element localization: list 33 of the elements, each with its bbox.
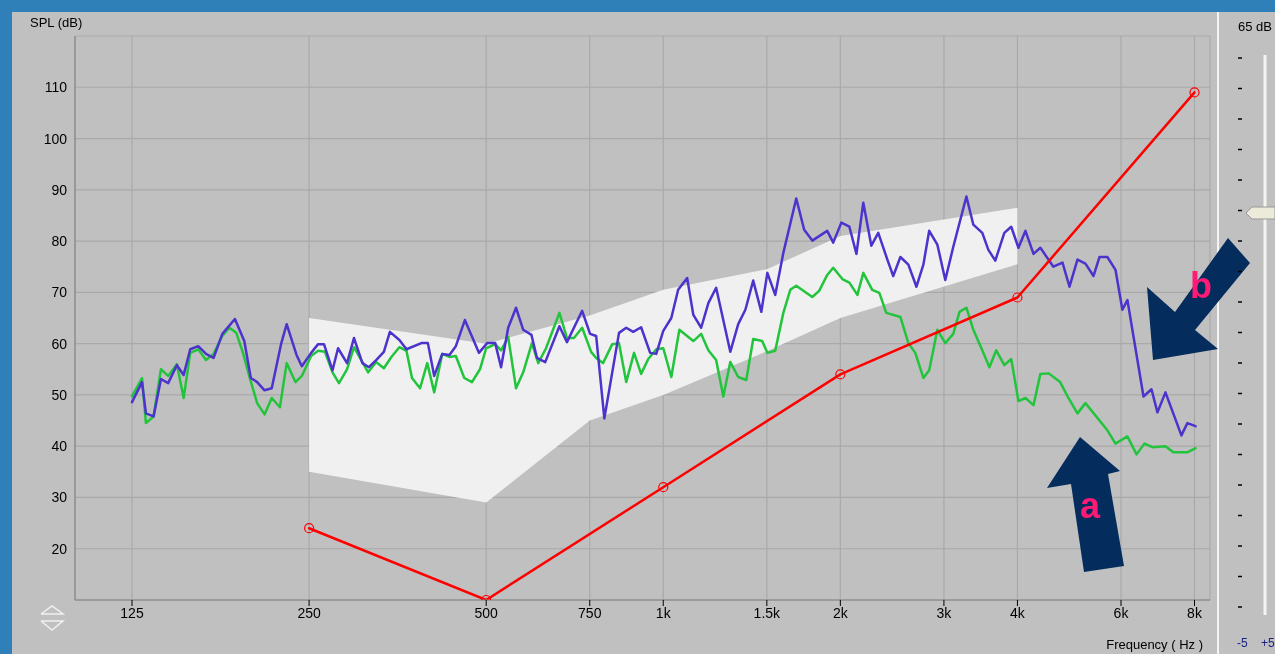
x-tick-label: 1.5k (753, 604, 782, 621)
y-tick-label: 30 (51, 489, 68, 506)
point (1189, 87, 1200, 98)
x-tick-label: 6k (1113, 604, 1130, 621)
y-tick-label: 20 (51, 540, 68, 557)
y-tick-label: 40 (51, 438, 68, 455)
point (658, 482, 669, 493)
x-tick-label: 250 (297, 604, 321, 621)
y-tick-label: 70 (51, 284, 68, 301)
x-tick-label: 500 (474, 604, 499, 621)
x-tick-label: 8k (1187, 604, 1203, 621)
y-tick-label: 90 (51, 181, 68, 198)
x-axis-title: Frequency ( Hz ) (1106, 637, 1203, 652)
x-tick-label: 3k (936, 604, 953, 621)
annotation: a (1080, 485, 1101, 526)
x-tick-label: 750 (578, 604, 602, 621)
x-tick-label: 2k (832, 604, 849, 621)
text: -5 (1237, 636, 1248, 650)
text: +5 (1261, 636, 1275, 650)
y-tick-label: 110 (44, 79, 68, 96)
y-tick-label: 60 (51, 335, 68, 352)
x-tick-label: 4k (1010, 604, 1026, 621)
point (835, 369, 846, 380)
text: 65 dB (1238, 19, 1272, 34)
x-tick-label: 125 (120, 604, 144, 621)
y-tick-label: 100 (43, 130, 68, 147)
y-tick-label: 80 (51, 233, 68, 250)
annotation: b (1190, 265, 1212, 306)
x-tick-label: 1k (655, 604, 672, 621)
point (303, 523, 315, 534)
point (1012, 292, 1023, 303)
y-tick-label: 50 (51, 386, 68, 403)
y-axis-title: SPL (dB) (30, 15, 83, 30)
